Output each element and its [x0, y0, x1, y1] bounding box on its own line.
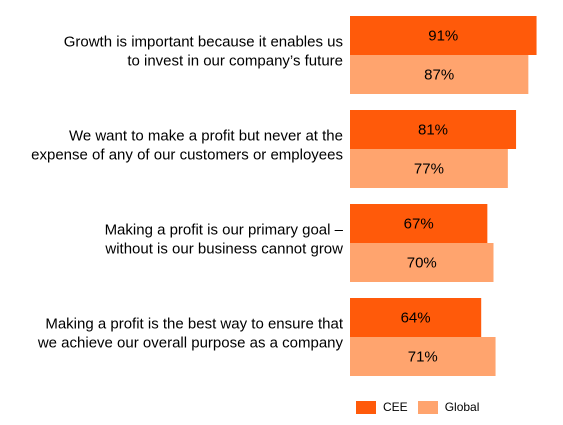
legend-item-global: Global — [417, 400, 480, 414]
category-label-line: Growth is important because it enables u… — [64, 34, 343, 51]
data-label-global: 71% — [408, 349, 438, 366]
bar-global — [350, 55, 529, 94]
legend: CEE Global — [356, 400, 489, 414]
legend-label-cee: CEE — [383, 400, 408, 414]
category-label-line: Making a profit is our primary goal – — [105, 222, 344, 239]
bar-cee — [350, 204, 488, 243]
data-label-cee: 64% — [401, 310, 431, 327]
bar-global — [350, 149, 508, 188]
category-label-line: We want to make a profit but never at th… — [69, 128, 343, 145]
data-label-global: 87% — [424, 67, 454, 84]
bar-cee — [350, 110, 517, 149]
category-label-line: expense of any of our customers or emplo… — [31, 147, 343, 164]
category-label: We want to make a profit but never at th… — [31, 128, 343, 164]
data-label-global: 77% — [414, 161, 444, 178]
legend-item-cee: CEE — [356, 400, 408, 414]
category-label: Making a profit is our primary goal – wit… — [104, 222, 343, 258]
category-label-line: without is our business cannot grow — [104, 241, 343, 258]
legend-swatch-global — [417, 400, 438, 414]
bar-global — [350, 337, 496, 376]
legend-swatch-cee — [356, 400, 376, 414]
data-label-cee: 81% — [418, 122, 448, 139]
bar-global — [350, 243, 494, 282]
legend-label-global: Global — [444, 400, 480, 414]
category-label: Growth is important because it enables u… — [64, 34, 343, 70]
bar-cee — [350, 298, 482, 337]
data-label-cee: 91% — [428, 28, 458, 45]
bar-cee — [350, 16, 537, 55]
category-label-line: Making a profit is the best way to ensur… — [45, 316, 343, 333]
category-label: Making a profit is the best way to ensur… — [37, 316, 344, 352]
data-label-cee: 67% — [404, 216, 434, 233]
category-label-line: we achieve our overall purpose as a comp… — [37, 335, 344, 352]
data-label-global: 70% — [407, 255, 437, 272]
category-label-line: to invest in our company’s future — [127, 53, 343, 70]
